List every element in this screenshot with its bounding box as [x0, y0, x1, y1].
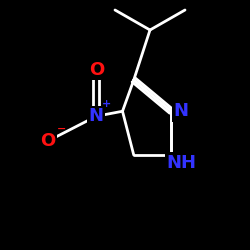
Text: +: + [102, 99, 111, 109]
Text: N: N [89, 107, 104, 125]
Text: −: − [56, 124, 66, 134]
Text: O: O [40, 132, 55, 150]
Text: NH: NH [166, 154, 196, 172]
Text: O: O [88, 61, 104, 79]
Text: N: N [174, 102, 189, 120]
